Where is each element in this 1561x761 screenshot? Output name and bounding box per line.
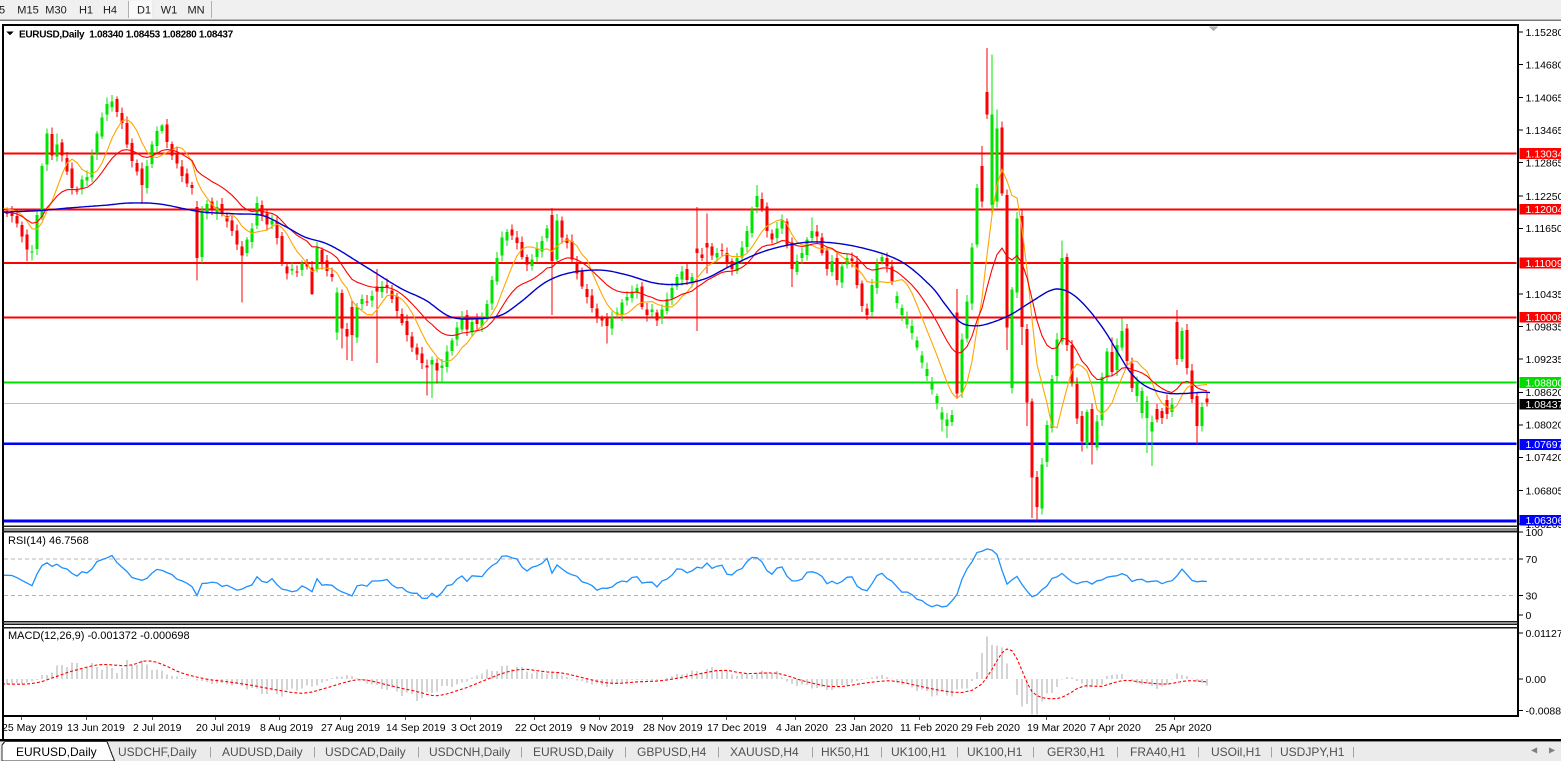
- svg-text:1.13034: 1.13034: [1526, 148, 1561, 160]
- svg-text:8 Aug 2019: 8 Aug 2019: [260, 722, 313, 734]
- svg-text:|: |: [313, 746, 316, 758]
- svg-text:25 May 2019: 25 May 2019: [2, 722, 63, 734]
- svg-text:D1: D1: [137, 5, 151, 17]
- svg-text:1.09235: 1.09235: [1526, 354, 1561, 366]
- svg-text:1.07697: 1.07697: [1526, 439, 1561, 451]
- svg-text:4 Jan 2020: 4 Jan 2020: [776, 722, 828, 734]
- svg-text:HK50,H1: HK50,H1: [821, 745, 870, 759]
- svg-text:|: |: [624, 746, 627, 758]
- svg-text:1.10435: 1.10435: [1526, 289, 1561, 301]
- svg-text:28 Nov 2019: 28 Nov 2019: [643, 722, 703, 734]
- svg-text:GBPUSD,H4: GBPUSD,H4: [637, 745, 707, 759]
- svg-text:1.14065: 1.14065: [1526, 93, 1561, 105]
- svg-text:5: 5: [0, 5, 5, 17]
- svg-text:W1: W1: [161, 5, 178, 17]
- svg-text:27 Aug 2019: 27 Aug 2019: [321, 722, 380, 734]
- svg-text:11 Feb 2020: 11 Feb 2020: [900, 722, 958, 734]
- svg-text:1.12865: 1.12865: [1526, 158, 1561, 170]
- svg-text:1.08620: 1.08620: [1526, 387, 1561, 399]
- svg-text:1.08437: 1.08437: [1526, 399, 1561, 411]
- svg-text:|: |: [1032, 746, 1035, 758]
- svg-text:|: |: [811, 746, 814, 758]
- svg-text:1.07420: 1.07420: [1526, 452, 1561, 464]
- svg-text:GER30,H1: GER30,H1: [1047, 745, 1105, 759]
- svg-text:|: |: [417, 746, 420, 758]
- svg-text:RSI(14) 46.7568: RSI(14) 46.7568: [8, 535, 89, 547]
- svg-text:19 Mar 2020: 19 Mar 2020: [1027, 722, 1086, 734]
- svg-text:USDCHF,Daily: USDCHF,Daily: [118, 745, 197, 759]
- svg-text:1.14680: 1.14680: [1526, 59, 1561, 71]
- svg-text:◀: ◀: [1531, 746, 1538, 755]
- svg-text:1.09835: 1.09835: [1526, 321, 1561, 333]
- svg-text:H1: H1: [79, 5, 93, 17]
- svg-text:70: 70: [1526, 554, 1538, 566]
- svg-text:|: |: [1270, 746, 1273, 758]
- svg-text:1.12250: 1.12250: [1526, 191, 1561, 203]
- svg-text:23 Jan 2020: 23 Jan 2020: [835, 722, 893, 734]
- svg-text:1.06306: 1.06306: [1526, 515, 1561, 527]
- svg-text:USDCAD,Daily: USDCAD,Daily: [325, 745, 406, 759]
- svg-text:25 Apr 2020: 25 Apr 2020: [1155, 722, 1212, 734]
- svg-text:|: |: [717, 746, 720, 758]
- svg-text:|: |: [1116, 746, 1119, 758]
- svg-text:FRA40,H1: FRA40,H1: [1130, 745, 1186, 759]
- svg-text:7 Apr 2020: 7 Apr 2020: [1090, 722, 1141, 734]
- svg-text:EURUSD,Daily 1.08340 1.08453: EURUSD,Daily 1.08340 1.08453 1.08280 1.0…: [19, 30, 234, 41]
- svg-text:2 Jul 2019: 2 Jul 2019: [133, 722, 182, 734]
- svg-text:-0.008845: -0.008845: [1526, 705, 1561, 717]
- svg-text:EURUSD,Daily: EURUSD,Daily: [533, 745, 614, 759]
- svg-text:|: |: [956, 746, 959, 758]
- svg-text:MACD(12,26,9) -0.001372 -0.000: MACD(12,26,9) -0.001372 -0.000698: [8, 630, 190, 642]
- svg-text:1.12004: 1.12004: [1526, 204, 1561, 216]
- svg-text:USDCNH,Daily: USDCNH,Daily: [429, 745, 510, 759]
- svg-text:1.06805: 1.06805: [1526, 485, 1561, 497]
- svg-text:1.10008: 1.10008: [1526, 312, 1561, 324]
- svg-text:|: |: [520, 746, 523, 758]
- svg-text:|: |: [1197, 746, 1200, 758]
- svg-text:1.11009: 1.11009: [1526, 258, 1561, 270]
- svg-text:USOil,H1: USOil,H1: [1211, 745, 1261, 759]
- svg-text:1.13465: 1.13465: [1526, 125, 1561, 137]
- svg-text:1.08800: 1.08800: [1526, 377, 1561, 389]
- svg-text:▶: ▶: [1549, 746, 1556, 755]
- svg-text:22 Oct 2019: 22 Oct 2019: [515, 722, 572, 734]
- svg-text:USDJPY,H1: USDJPY,H1: [1280, 745, 1345, 759]
- svg-text:20 Jul 2019: 20 Jul 2019: [196, 722, 250, 734]
- svg-text:AUDUSD,Daily: AUDUSD,Daily: [222, 745, 303, 759]
- svg-text:17 Dec 2019: 17 Dec 2019: [707, 722, 767, 734]
- svg-text:0: 0: [1526, 610, 1532, 622]
- svg-text:|: |: [1352, 746, 1355, 758]
- svg-text:0.011277: 0.011277: [1526, 628, 1561, 640]
- svg-text:30: 30: [1526, 590, 1538, 602]
- svg-text:MN: MN: [187, 5, 204, 17]
- svg-text:29 Feb 2020: 29 Feb 2020: [961, 722, 1020, 734]
- svg-text:XAUUSD,H4: XAUUSD,H4: [730, 745, 799, 759]
- svg-text:14 Sep 2019: 14 Sep 2019: [386, 722, 446, 734]
- svg-text:1.08020: 1.08020: [1526, 420, 1561, 432]
- svg-text:9 Nov 2019: 9 Nov 2019: [580, 722, 634, 734]
- svg-text:|: |: [880, 746, 883, 758]
- svg-text:M15: M15: [17, 5, 38, 17]
- svg-text:1.15280: 1.15280: [1526, 27, 1561, 39]
- svg-text:1.11650: 1.11650: [1526, 223, 1561, 235]
- svg-text:UK100,H1: UK100,H1: [967, 745, 1023, 759]
- svg-text:100: 100: [1526, 527, 1544, 539]
- svg-text:UK100,H1: UK100,H1: [891, 745, 947, 759]
- svg-text:H4: H4: [103, 5, 117, 17]
- svg-text:3 Oct 2019: 3 Oct 2019: [451, 722, 503, 734]
- svg-text:|: |: [209, 746, 212, 758]
- svg-text:13 Jun 2019: 13 Jun 2019: [67, 722, 125, 734]
- svg-text:M30: M30: [45, 5, 66, 17]
- svg-text:0.00: 0.00: [1526, 674, 1547, 686]
- svg-text:EURUSD,Daily: EURUSD,Daily: [16, 745, 97, 759]
